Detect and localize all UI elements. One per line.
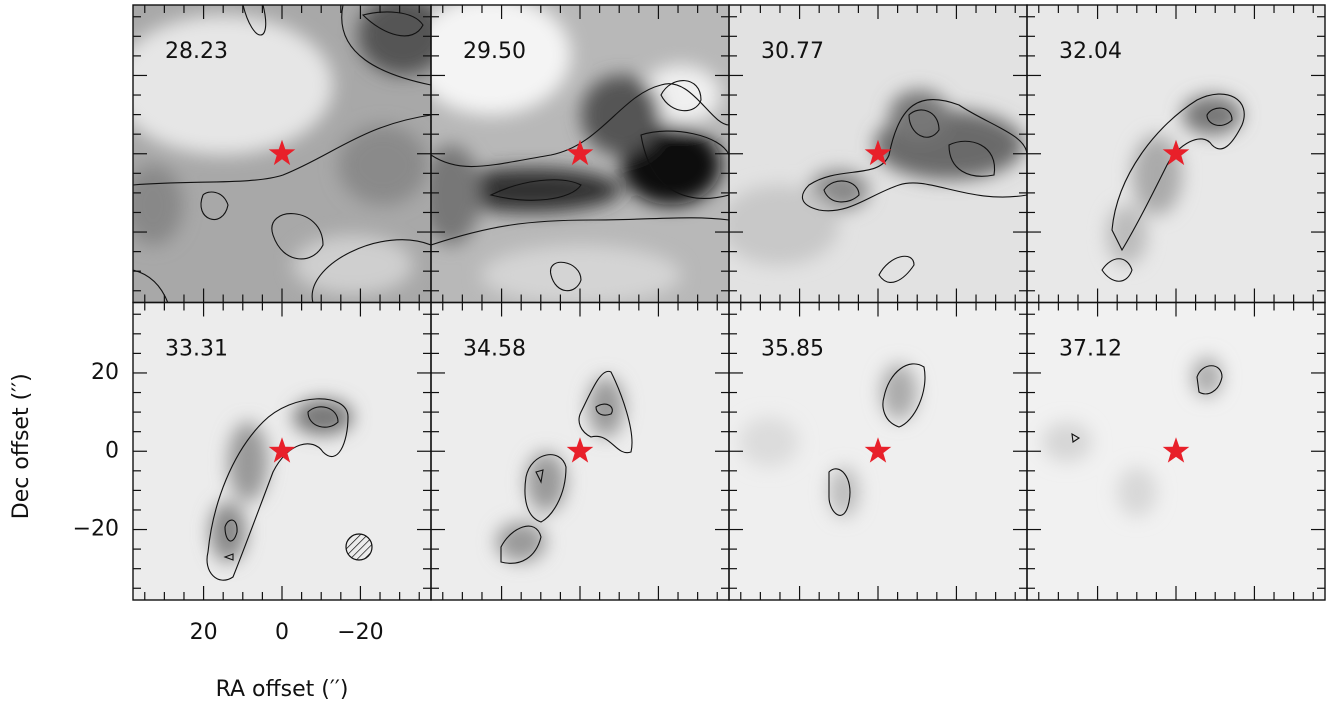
- source-star: [566, 437, 594, 463]
- channel-label: 30.77: [761, 39, 824, 64]
- x-axis-title: RA offset (′′): [216, 677, 349, 702]
- x-tick-label: 0: [275, 620, 289, 645]
- y-tick-label: 20: [91, 360, 119, 385]
- source-star: [1162, 139, 1190, 166]
- channel-label: 32.04: [1059, 39, 1122, 64]
- x-tick-label: 20: [190, 620, 218, 645]
- channel-label: 29.50: [463, 39, 526, 64]
- source-star: [1162, 437, 1190, 463]
- x-tick-label: −20: [337, 620, 383, 645]
- channel-label: 35.85: [761, 337, 824, 362]
- channel-label: 33.31: [165, 337, 228, 362]
- panel: 37.12: [1026, 301, 1326, 601]
- source-star: [864, 139, 892, 166]
- source-star: [566, 139, 594, 166]
- emission-images: [133, 5, 1325, 600]
- y-tick-label: 0: [105, 438, 119, 463]
- panel: 35.85: [728, 301, 1028, 601]
- y-axis-title: Dec offset (′′): [9, 373, 34, 519]
- source-star: [268, 437, 296, 463]
- channel-label: 28.23: [165, 39, 228, 64]
- source-star: [268, 139, 296, 166]
- channel-label: 37.12: [1059, 337, 1122, 362]
- source-star: [864, 437, 892, 463]
- y-tick-label: −20: [73, 517, 119, 542]
- channel-label: 34.58: [463, 337, 526, 362]
